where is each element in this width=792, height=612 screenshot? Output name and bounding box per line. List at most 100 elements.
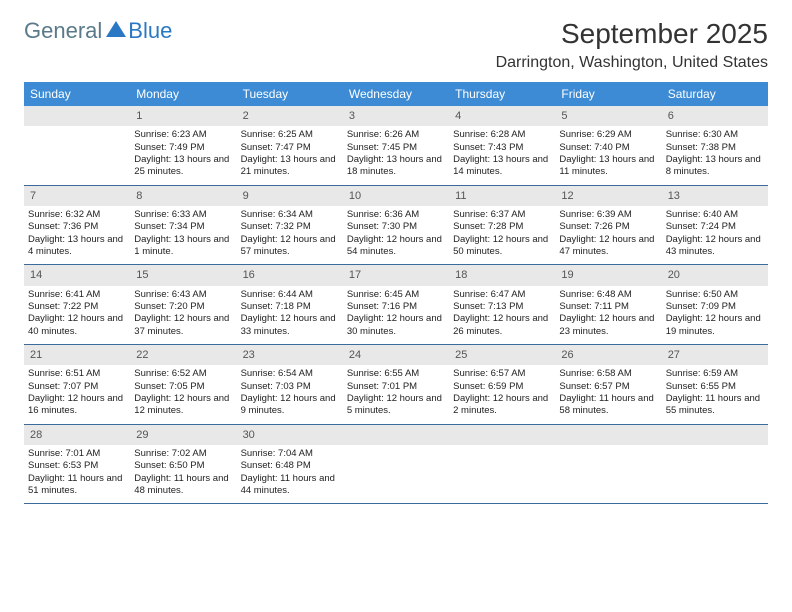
day-cell: 24Sunrise: 6:55 AMSunset: 7:01 PMDayligh… [343, 345, 449, 424]
sunset-text: Sunset: 7:13 PM [453, 301, 551, 313]
week-row: 1Sunrise: 6:23 AMSunset: 7:49 PMDaylight… [24, 106, 768, 186]
day-cell: 6Sunrise: 6:30 AMSunset: 7:38 PMDaylight… [662, 106, 768, 185]
day-number: 10 [343, 186, 449, 206]
sunrise-text: Sunrise: 6:32 AM [28, 209, 126, 221]
day-cell: 30Sunrise: 7:04 AMSunset: 6:48 PMDayligh… [237, 425, 343, 504]
sunset-text: Sunset: 7:38 PM [666, 142, 764, 154]
sunrise-text: Sunrise: 6:41 AM [28, 289, 126, 301]
sunset-text: Sunset: 6:48 PM [241, 460, 339, 472]
sunrise-text: Sunrise: 6:44 AM [241, 289, 339, 301]
logo-text-blue: Blue [128, 18, 172, 44]
day-header: Friday [555, 82, 661, 106]
day-number [343, 425, 449, 445]
daylight-text: Daylight: 12 hours and 54 minutes. [347, 234, 445, 259]
sunrise-text: Sunrise: 6:28 AM [453, 129, 551, 141]
day-cell: 19Sunrise: 6:48 AMSunset: 7:11 PMDayligh… [555, 265, 661, 344]
daylight-text: Daylight: 12 hours and 30 minutes. [347, 313, 445, 338]
sunset-text: Sunset: 6:59 PM [453, 381, 551, 393]
sunset-text: Sunset: 7:36 PM [28, 221, 126, 233]
day-cell [555, 425, 661, 504]
sunrise-text: Sunrise: 6:52 AM [134, 368, 232, 380]
day-cell: 27 Sunrise: 6:59 AMSunset: 6:55 PMDayligh… [662, 345, 768, 424]
sunset-text: Sunset: 7:40 PM [559, 142, 657, 154]
daylight-text: Daylight: 12 hours and 47 minutes. [559, 234, 657, 259]
sunrise-text: Sunrise: 7:01 AM [28, 448, 126, 460]
day-number: 5 [555, 106, 661, 126]
day-cell: 3Sunrise: 6:26 AMSunset: 7:45 PMDaylight… [343, 106, 449, 185]
sunrise-text: Sunrise: 6:39 AM [559, 209, 657, 221]
sunset-text: Sunset: 6:53 PM [28, 460, 126, 472]
sunrise-text: Sunrise: 6:59 AM [666, 368, 764, 380]
day-number: 20 [662, 265, 768, 285]
day-cell: 11Sunrise: 6:37 AMSunset: 7:28 PMDayligh… [449, 186, 555, 265]
day-cell: 14Sunrise: 6:41 AMSunset: 7:22 PMDayligh… [24, 265, 130, 344]
location: Darrington, Washington, United States [496, 54, 768, 72]
day-cell: 13Sunrise: 6:40 AMSunset: 7:24 PMDayligh… [662, 186, 768, 265]
daylight-text: Daylight: 12 hours and 37 minutes. [134, 313, 232, 338]
sunset-text: Sunset: 7:18 PM [241, 301, 339, 313]
sunrise-text: Sunrise: 7:02 AM [134, 448, 232, 460]
day-header: Saturday [662, 82, 768, 106]
sunset-text: Sunset: 6:50 PM [134, 460, 232, 472]
day-cell: 8Sunrise: 6:33 AMSunset: 7:34 PMDaylight… [130, 186, 236, 265]
sunrise-text: Sunrise: 6:26 AM [347, 129, 445, 141]
day-header: Wednesday [343, 82, 449, 106]
day-cell [24, 106, 130, 185]
day-number [662, 425, 768, 445]
sunrise-text: Sunrise: 7:04 AM [241, 448, 339, 460]
sunset-text: Sunset: 7:32 PM [241, 221, 339, 233]
day-number: 24 [343, 345, 449, 365]
day-number: 18 [449, 265, 555, 285]
sunrise-text: Sunrise: 6:50 AM [666, 289, 764, 301]
day-cell: 28Sunrise: 7:01 AMSunset: 6:53 PMDayligh… [24, 425, 130, 504]
day-number: 22 [130, 345, 236, 365]
day-cell [662, 425, 768, 504]
daylight-text: Daylight: 12 hours and 12 minutes. [134, 393, 232, 418]
week-row: 28Sunrise: 7:01 AMSunset: 6:53 PMDayligh… [24, 425, 768, 505]
sunrise-text: Sunrise: 6:57 AM [453, 368, 551, 380]
daylight-text: Daylight: 11 hours and 51 minutes. [28, 473, 126, 498]
day-number: 1 [130, 106, 236, 126]
day-number: 27 [662, 345, 768, 365]
daylight-text: Daylight: 12 hours and 40 minutes. [28, 313, 126, 338]
calendar: Sunday Monday Tuesday Wednesday Thursday… [24, 82, 768, 504]
sunset-text: Sunset: 7:09 PM [666, 301, 764, 313]
week-row: 14Sunrise: 6:41 AMSunset: 7:22 PMDayligh… [24, 265, 768, 345]
sunrise-text: Sunrise: 6:30 AM [666, 129, 764, 141]
day-cell: 2Sunrise: 6:25 AMSunset: 7:47 PMDaylight… [237, 106, 343, 185]
sunrise-text: Sunrise: 6:40 AM [666, 209, 764, 221]
day-number: 4 [449, 106, 555, 126]
day-cell: 4Sunrise: 6:28 AMSunset: 7:43 PMDaylight… [449, 106, 555, 185]
sunrise-text: Sunrise: 6:47 AM [453, 289, 551, 301]
sunset-text: Sunset: 7:49 PM [134, 142, 232, 154]
daylight-text: Daylight: 11 hours and 55 minutes. [666, 393, 764, 418]
sunset-text: Sunset: 6:55 PM [666, 381, 764, 393]
sunrise-text: Sunrise: 6:34 AM [241, 209, 339, 221]
sunset-text: Sunset: 7:20 PM [134, 301, 232, 313]
sunset-text: Sunset: 7:26 PM [559, 221, 657, 233]
day-cell: 18Sunrise: 6:47 AMSunset: 7:13 PMDayligh… [449, 265, 555, 344]
day-number: 21 [24, 345, 130, 365]
day-cell: 7Sunrise: 6:32 AMSunset: 7:36 PMDaylight… [24, 186, 130, 265]
day-number: 25 [449, 345, 555, 365]
sunset-text: Sunset: 7:16 PM [347, 301, 445, 313]
day-number [555, 425, 661, 445]
sunset-text: Sunset: 7:45 PM [347, 142, 445, 154]
week-row: 21Sunrise: 6:51 AMSunset: 7:07 PMDayligh… [24, 345, 768, 425]
daylight-text: Daylight: 13 hours and 14 minutes. [453, 154, 551, 179]
sunrise-text: Sunrise: 6:55 AM [347, 368, 445, 380]
daylight-text: Daylight: 13 hours and 11 minutes. [559, 154, 657, 179]
day-number: 7 [24, 186, 130, 206]
sunset-text: Sunset: 7:30 PM [347, 221, 445, 233]
day-header: Monday [130, 82, 236, 106]
day-number: 26 [555, 345, 661, 365]
sunrise-text: Sunrise: 6:25 AM [241, 129, 339, 141]
daylight-text: Daylight: 12 hours and 33 minutes. [241, 313, 339, 338]
day-number: 6 [662, 106, 768, 126]
sunset-text: Sunset: 7:28 PM [453, 221, 551, 233]
daylight-text: Daylight: 12 hours and 19 minutes. [666, 313, 764, 338]
sunrise-text: Sunrise: 6:37 AM [453, 209, 551, 221]
day-number: 12 [555, 186, 661, 206]
day-cell: 15Sunrise: 6:43 AMSunset: 7:20 PMDayligh… [130, 265, 236, 344]
day-number: 2 [237, 106, 343, 126]
